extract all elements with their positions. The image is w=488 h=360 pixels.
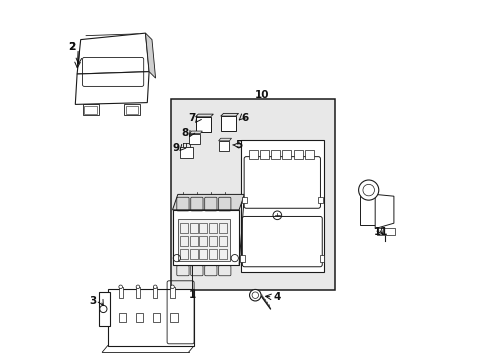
Polygon shape: [145, 33, 155, 78]
Bar: [219, 249, 226, 259]
Text: 6: 6: [241, 113, 248, 123]
Bar: [136, 287, 140, 298]
Circle shape: [170, 285, 174, 289]
Text: 5: 5: [235, 140, 242, 150]
Text: 4: 4: [273, 292, 280, 302]
Bar: [209, 249, 217, 259]
Polygon shape: [195, 114, 213, 117]
Polygon shape: [271, 150, 280, 159]
Bar: [170, 313, 177, 322]
Circle shape: [358, 180, 378, 200]
Bar: [242, 197, 246, 203]
Polygon shape: [189, 134, 200, 144]
Circle shape: [100, 305, 107, 312]
Bar: [84, 106, 97, 114]
Bar: [82, 104, 99, 115]
Polygon shape: [172, 210, 239, 265]
Bar: [118, 287, 122, 298]
Text: 8: 8: [181, 128, 188, 138]
Bar: [136, 313, 142, 322]
Polygon shape: [260, 150, 269, 159]
Bar: [241, 140, 323, 272]
Bar: [219, 223, 226, 233]
Text: 10: 10: [255, 90, 269, 100]
Circle shape: [249, 289, 261, 301]
Polygon shape: [218, 141, 229, 151]
Bar: [118, 313, 125, 322]
Bar: [199, 236, 207, 246]
FancyBboxPatch shape: [244, 157, 320, 208]
Bar: [189, 223, 197, 233]
Polygon shape: [172, 194, 244, 210]
Bar: [125, 106, 138, 114]
Bar: [123, 104, 140, 115]
Bar: [209, 236, 217, 246]
Polygon shape: [195, 117, 210, 132]
Text: 2: 2: [68, 42, 75, 52]
Polygon shape: [282, 150, 291, 159]
Bar: [317, 197, 322, 203]
Bar: [180, 236, 187, 246]
Bar: [199, 223, 207, 233]
Polygon shape: [293, 150, 302, 159]
Polygon shape: [179, 147, 192, 158]
Bar: [189, 236, 197, 246]
Polygon shape: [107, 289, 194, 346]
Polygon shape: [304, 150, 313, 159]
Polygon shape: [220, 113, 238, 116]
Polygon shape: [249, 150, 258, 159]
Text: 7: 7: [188, 113, 196, 123]
Bar: [170, 287, 174, 298]
Bar: [153, 313, 160, 322]
Polygon shape: [374, 194, 393, 229]
Bar: [199, 249, 207, 259]
Circle shape: [136, 285, 140, 289]
Polygon shape: [99, 292, 109, 325]
Bar: [209, 223, 217, 233]
Text: 2: 2: [68, 42, 75, 52]
Polygon shape: [189, 131, 202, 134]
Bar: [153, 287, 157, 298]
Bar: [170, 99, 334, 290]
FancyBboxPatch shape: [242, 216, 322, 267]
Circle shape: [119, 285, 122, 289]
Polygon shape: [359, 194, 375, 225]
Bar: [189, 249, 197, 259]
Bar: [319, 255, 324, 262]
Polygon shape: [218, 138, 231, 141]
Circle shape: [153, 285, 157, 289]
Bar: [180, 223, 187, 233]
Text: 9: 9: [172, 143, 179, 153]
Polygon shape: [239, 194, 244, 265]
Text: 1: 1: [188, 290, 196, 300]
Bar: [240, 255, 244, 262]
Text: 3: 3: [89, 296, 97, 306]
Polygon shape: [220, 116, 235, 131]
Bar: [376, 228, 394, 235]
Text: 11: 11: [373, 227, 388, 237]
Bar: [180, 249, 187, 259]
Bar: [219, 236, 226, 246]
Bar: [178, 219, 230, 261]
Polygon shape: [75, 72, 149, 104]
Polygon shape: [77, 33, 149, 74]
